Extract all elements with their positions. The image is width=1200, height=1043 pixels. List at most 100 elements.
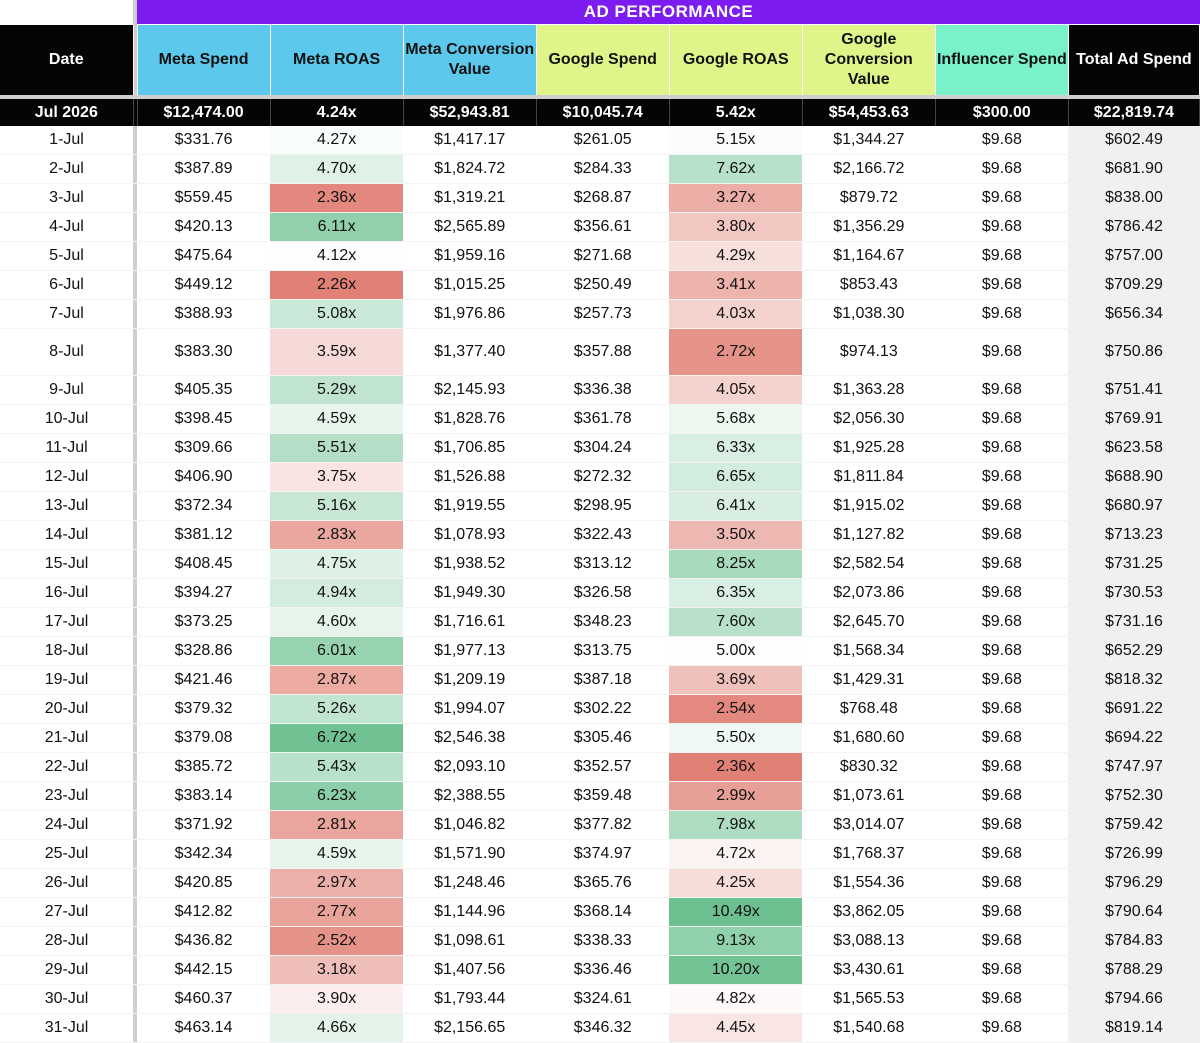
cell-total-ad-spend[interactable]: $623.58 <box>1068 433 1200 463</box>
cell-google-conversion-value[interactable]: $830.32 <box>802 752 936 782</box>
cell-date[interactable]: 15-Jul <box>0 549 134 579</box>
summary-google-spend[interactable]: $10,045.74 <box>536 99 670 126</box>
cell-google-spend[interactable]: $272.32 <box>536 462 670 492</box>
cell-date[interactable]: 25-Jul <box>0 839 134 869</box>
cell-total-ad-spend[interactable]: $759.42 <box>1068 810 1200 840</box>
summary-influencer-spend[interactable]: $300.00 <box>935 99 1069 126</box>
cell-google-spend[interactable]: $368.14 <box>536 897 670 927</box>
cell-meta-roas[interactable]: 6.01x <box>270 636 404 666</box>
cell-google-roas[interactable]: 3.41x <box>669 270 803 300</box>
cell-google-spend[interactable]: $374.97 <box>536 839 670 869</box>
cell-date[interactable]: 22-Jul <box>0 752 134 782</box>
cell-google-roas[interactable]: 7.98x <box>669 810 803 840</box>
cell-total-ad-spend[interactable]: $713.23 <box>1068 520 1200 550</box>
cell-meta-roas[interactable]: 6.23x <box>270 781 404 811</box>
cell-google-spend[interactable]: $261.05 <box>536 126 670 155</box>
cell-google-conversion-value[interactable]: $1,127.82 <box>802 520 936 550</box>
cell-google-spend[interactable]: $361.78 <box>536 404 670 434</box>
cell-meta-conversion-value[interactable]: $1,015.25 <box>403 270 537 300</box>
cell-google-spend[interactable]: $284.33 <box>536 154 670 184</box>
header-google-roas[interactable]: Google ROAS <box>669 25 803 95</box>
cell-meta-conversion-value[interactable]: $1,959.16 <box>403 241 537 271</box>
cell-meta-roas[interactable]: 4.12x <box>270 241 404 271</box>
cell-meta-spend[interactable]: $559.45 <box>137 183 271 213</box>
cell-google-spend[interactable]: $322.43 <box>536 520 670 550</box>
cell-total-ad-spend[interactable]: $656.34 <box>1068 299 1200 329</box>
cell-meta-roas[interactable]: 5.43x <box>270 752 404 782</box>
cell-total-ad-spend[interactable]: $788.29 <box>1068 955 1200 985</box>
cell-meta-roas[interactable]: 3.75x <box>270 462 404 492</box>
summary-meta-spend[interactable]: $12,474.00 <box>137 99 271 126</box>
cell-meta-spend[interactable]: $449.12 <box>137 270 271 300</box>
cell-total-ad-spend[interactable]: $750.86 <box>1068 328 1200 376</box>
cell-google-conversion-value[interactable]: $1,768.37 <box>802 839 936 869</box>
cell-google-roas[interactable]: 6.41x <box>669 491 803 521</box>
cell-meta-conversion-value[interactable]: $1,144.96 <box>403 897 537 927</box>
cell-google-roas[interactable]: 9.13x <box>669 926 803 956</box>
cell-date[interactable]: 8-Jul <box>0 328 134 376</box>
cell-google-conversion-value[interactable]: $2,166.72 <box>802 154 936 184</box>
cell-influencer-spend[interactable]: $9.68 <box>935 462 1069 492</box>
cell-meta-conversion-value[interactable]: $1,793.44 <box>403 984 537 1014</box>
cell-date[interactable]: 26-Jul <box>0 868 134 898</box>
cell-total-ad-spend[interactable]: $730.53 <box>1068 578 1200 608</box>
cell-date[interactable]: 30-Jul <box>0 984 134 1014</box>
cell-google-conversion-value[interactable]: $2,056.30 <box>802 404 936 434</box>
cell-google-roas[interactable]: 2.99x <box>669 781 803 811</box>
cell-meta-spend[interactable]: $328.86 <box>137 636 271 666</box>
cell-google-roas[interactable]: 10.49x <box>669 897 803 927</box>
cell-total-ad-spend[interactable]: $818.32 <box>1068 665 1200 695</box>
cell-google-conversion-value[interactable]: $1,811.84 <box>802 462 936 492</box>
header-meta-roas[interactable]: Meta ROAS <box>270 25 404 95</box>
cell-meta-spend[interactable]: $475.64 <box>137 241 271 271</box>
summary-google-conversion-value[interactable]: $54,453.63 <box>802 99 936 126</box>
cell-meta-roas[interactable]: 5.51x <box>270 433 404 463</box>
cell-meta-conversion-value[interactable]: $1,377.40 <box>403 328 537 376</box>
cell-google-conversion-value[interactable]: $1,925.28 <box>802 433 936 463</box>
cell-meta-conversion-value[interactable]: $1,319.21 <box>403 183 537 213</box>
cell-date[interactable]: 4-Jul <box>0 212 134 242</box>
cell-meta-spend[interactable]: $309.66 <box>137 433 271 463</box>
cell-meta-roas[interactable]: 5.08x <box>270 299 404 329</box>
cell-meta-roas[interactable]: 4.70x <box>270 154 404 184</box>
cell-meta-spend[interactable]: $342.34 <box>137 839 271 869</box>
cell-google-conversion-value[interactable]: $1,680.60 <box>802 723 936 753</box>
cell-meta-roas[interactable]: 3.90x <box>270 984 404 1014</box>
cell-meta-conversion-value[interactable]: $1,098.61 <box>403 926 537 956</box>
cell-date[interactable]: 20-Jul <box>0 694 134 724</box>
cell-influencer-spend[interactable]: $9.68 <box>935 183 1069 213</box>
cell-meta-spend[interactable]: $388.93 <box>137 299 271 329</box>
cell-date[interactable]: 1-Jul <box>0 126 134 155</box>
cell-google-roas[interactable]: 5.68x <box>669 404 803 434</box>
cell-meta-spend[interactable]: $408.45 <box>137 549 271 579</box>
cell-google-roas[interactable]: 5.50x <box>669 723 803 753</box>
cell-total-ad-spend[interactable]: $819.14 <box>1068 1013 1200 1043</box>
header-date[interactable]: Date <box>0 25 134 95</box>
cell-total-ad-spend[interactable]: $694.22 <box>1068 723 1200 753</box>
cell-meta-roas[interactable]: 2.97x <box>270 868 404 898</box>
cell-google-roas[interactable]: 10.20x <box>669 955 803 985</box>
cell-meta-roas[interactable]: 5.16x <box>270 491 404 521</box>
cell-meta-spend[interactable]: $387.89 <box>137 154 271 184</box>
cell-meta-roas[interactable]: 3.18x <box>270 955 404 985</box>
cell-google-roas[interactable]: 5.00x <box>669 636 803 666</box>
cell-google-spend[interactable]: $336.46 <box>536 955 670 985</box>
cell-meta-conversion-value[interactable]: $1,526.88 <box>403 462 537 492</box>
cell-google-conversion-value[interactable]: $1,554.36 <box>802 868 936 898</box>
cell-meta-conversion-value[interactable]: $1,938.52 <box>403 549 537 579</box>
cell-google-roas[interactable]: 3.27x <box>669 183 803 213</box>
cell-meta-conversion-value[interactable]: $1,977.13 <box>403 636 537 666</box>
cell-meta-spend[interactable]: $421.46 <box>137 665 271 695</box>
cell-total-ad-spend[interactable]: $691.22 <box>1068 694 1200 724</box>
cell-meta-roas[interactable]: 2.36x <box>270 183 404 213</box>
cell-google-conversion-value[interactable]: $1,344.27 <box>802 126 936 155</box>
cell-influencer-spend[interactable]: $9.68 <box>935 1013 1069 1043</box>
cell-google-conversion-value[interactable]: $1,568.34 <box>802 636 936 666</box>
summary-meta-conversion-value[interactable]: $52,943.81 <box>403 99 537 126</box>
cell-google-roas[interactable]: 4.05x <box>669 375 803 405</box>
cell-meta-spend[interactable]: $412.82 <box>137 897 271 927</box>
cell-google-spend[interactable]: $357.88 <box>536 328 670 376</box>
cell-meta-roas[interactable]: 4.60x <box>270 607 404 637</box>
cell-meta-spend[interactable]: $385.72 <box>137 752 271 782</box>
cell-google-conversion-value[interactable]: $3,014.07 <box>802 810 936 840</box>
